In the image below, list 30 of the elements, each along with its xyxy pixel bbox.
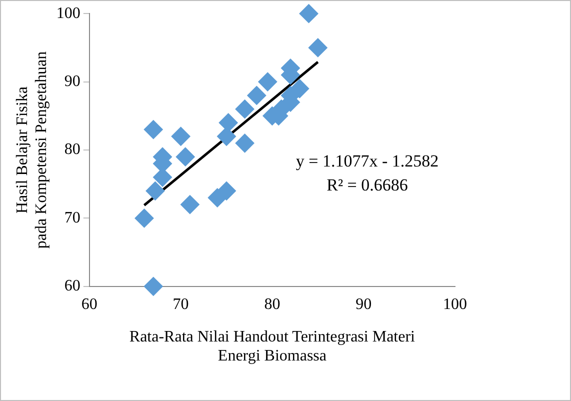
point bbox=[235, 134, 254, 153]
x-tick-label: 80 bbox=[264, 296, 280, 314]
x-axis-title: Rata-Rata Nilai Handout Terintegrasi Materi Energi Biomassa bbox=[129, 328, 416, 365]
x-tick-label: 100 bbox=[443, 296, 467, 314]
point bbox=[218, 113, 238, 132]
x-tick-label: 60 bbox=[81, 296, 98, 314]
point bbox=[247, 86, 266, 105]
y-axis-title: Hasil Belajar Fisika pada Kompetensi Pengetahuan bbox=[14, 51, 50, 249]
point bbox=[144, 276, 163, 296]
point bbox=[134, 208, 154, 228]
y-tick-label: 60 bbox=[64, 278, 80, 295]
point bbox=[217, 181, 236, 200]
x-tick-label: 90 bbox=[356, 296, 372, 314]
point bbox=[176, 147, 195, 166]
y-tick-label: 90 bbox=[64, 73, 80, 90]
point bbox=[290, 79, 310, 98]
point bbox=[144, 120, 163, 140]
point bbox=[171, 126, 190, 146]
point bbox=[258, 72, 278, 92]
point bbox=[180, 195, 200, 214]
x-tick-label: 70 bbox=[172, 296, 189, 314]
y-tick-label: 70 bbox=[64, 209, 80, 226]
point bbox=[308, 38, 328, 58]
y-tick-label: 80 bbox=[64, 141, 80, 158]
point bbox=[235, 100, 254, 119]
point bbox=[217, 126, 236, 146]
point bbox=[146, 181, 165, 200]
annotation: y = 1.1077x - 1.2582 R² = 0.6686 bbox=[296, 151, 439, 194]
point bbox=[299, 4, 318, 24]
y-tick-label: 100 bbox=[56, 4, 80, 22]
